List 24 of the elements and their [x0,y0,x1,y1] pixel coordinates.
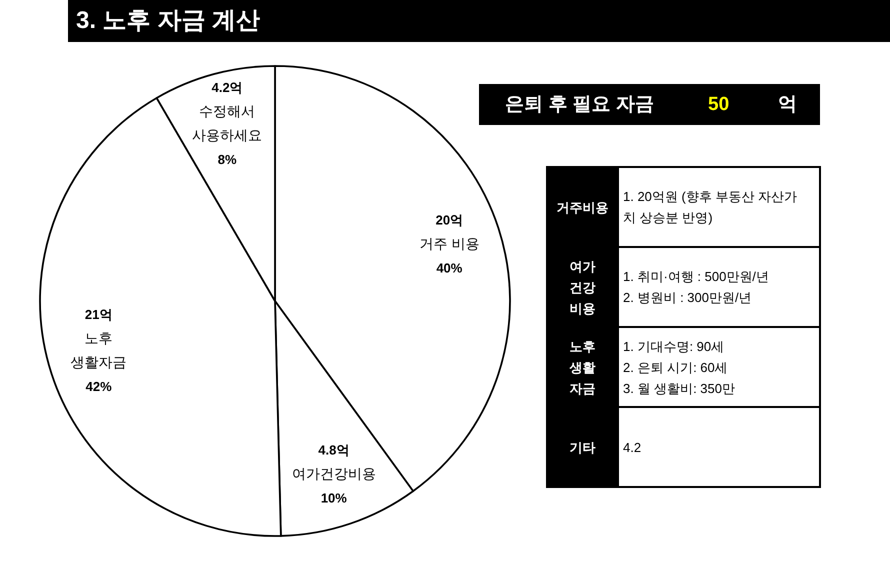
data-label: 4.2억 [212,80,243,96]
text: 1. 기대수명: 90세 2. 은퇴 시기: 60세 3. 월 생활비: 350만 [618,327,820,407]
text: 4.2 [618,407,820,487]
text: 8% [218,152,238,168]
text: 50 [708,93,730,117]
text: 은퇴 후 필요 자금 [505,93,654,117]
text: 42% [86,379,112,394]
data-label: 21억 [84,307,112,322]
category-label: 노후 생활 자금 [547,327,618,407]
category-label: 기타 [547,407,618,487]
data-label: 20억 [436,212,464,228]
slice-label: 거주 비용 [419,235,480,252]
slice-label: 여가건강비용 [292,466,376,482]
text: 10% [320,490,348,506]
text: 40% [436,260,463,276]
text: 1. 20억원 (향후 부동산 자산가치 상승분 반영) [618,167,820,247]
slice-label: 노후 생활자금 [70,330,127,370]
category-label: 거주비용 [547,167,618,247]
category-label: 여가 건강 비용 [547,247,618,327]
slice-label: 수정해서 사용하세요 [192,103,262,144]
text: 억 [778,93,797,117]
chart-title: 3. 노후 자금 계산 [68,0,890,42]
text: 1. 취미·여행 : 500만원/년 2. 병원비 : 300만원/년 [618,247,820,327]
data-label: 4.8억 [318,442,350,458]
